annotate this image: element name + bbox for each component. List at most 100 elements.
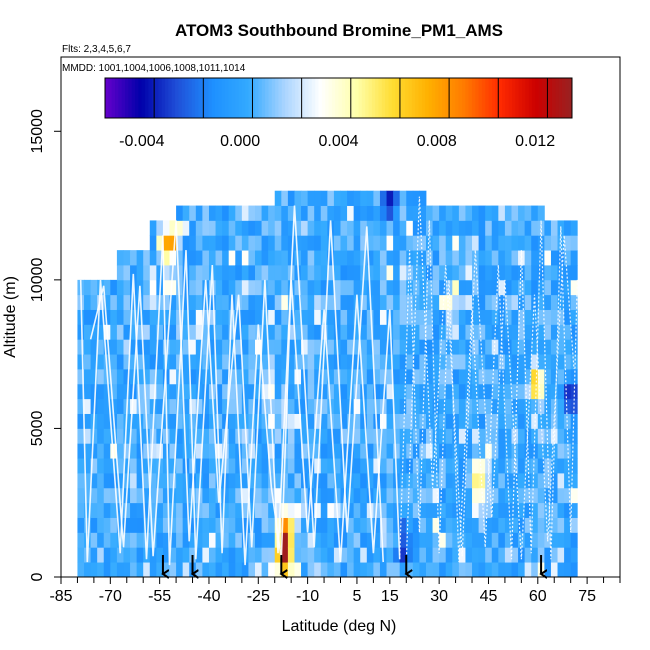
heatmap-cell (235, 383, 243, 400)
heatmap-cell (347, 339, 355, 355)
heatmap-cell (379, 324, 387, 340)
heatmap-cell (307, 279, 315, 296)
heatmap-cell (301, 562, 309, 577)
heatmap-cell (130, 428, 138, 444)
heatmap-cell (307, 369, 315, 385)
heatmap-cell (195, 413, 203, 429)
heatmap-cell (333, 398, 341, 414)
heatmap-cell (465, 413, 473, 429)
heatmap-cell (149, 458, 157, 474)
heatmap-cell (195, 443, 203, 459)
heatmap-cell (248, 517, 256, 533)
colorbar-tick-label: 0.008 (417, 133, 457, 150)
heatmap-cell (504, 532, 512, 548)
heatmap-cell (458, 250, 466, 266)
heatmap-cell (294, 458, 302, 474)
heatmap-cell (208, 309, 216, 325)
heatmap-cell (564, 309, 572, 325)
heatmap-cell (537, 279, 545, 296)
heatmap-cell (235, 279, 243, 296)
heatmap-cell (504, 562, 512, 577)
heatmap-cell (445, 235, 453, 251)
colorbar-frame (104, 77, 573, 119)
heatmap-cell (301, 532, 309, 548)
heatmap-cell (169, 473, 177, 489)
heatmap-cell (360, 235, 368, 251)
heatmap-cell (287, 294, 295, 310)
heatmap-cell (557, 339, 565, 355)
heatmap-cell (537, 369, 545, 385)
heatmap-cell (406, 220, 414, 236)
heatmap-cell (202, 235, 210, 251)
heatmap-cell (123, 502, 131, 518)
heatmap-cell (314, 250, 322, 266)
heatmap-cell (465, 369, 473, 385)
heatmap-cell (281, 250, 289, 266)
heatmap-cell (333, 250, 341, 266)
heatmap-cell (366, 413, 374, 429)
colorbar-segment (501, 78, 506, 118)
heatmap-cell (215, 324, 223, 340)
heatmap-cell (531, 265, 539, 281)
heatmap-cell (570, 369, 578, 385)
heatmap-cell (208, 294, 216, 310)
heatmap-cell (347, 413, 355, 429)
heatmap-cell (465, 339, 473, 355)
heatmap-cell (261, 294, 269, 310)
heatmap-cell (373, 250, 381, 266)
heatmap-cell (393, 428, 401, 444)
heatmap-cell (307, 502, 315, 518)
heatmap-cell (202, 502, 210, 518)
heatmap-cell (281, 220, 289, 236)
heatmap-cell (90, 369, 98, 385)
heatmap-cell (564, 235, 572, 251)
heatmap-cell (360, 220, 368, 236)
x-tick-label: -40 (197, 588, 220, 605)
heatmap-cell (268, 443, 276, 459)
heatmap-cell (333, 547, 341, 563)
heatmap-cell (136, 502, 144, 518)
heatmap-cell (169, 383, 177, 400)
heatmap-cell (215, 265, 223, 281)
heatmap-cell (393, 205, 401, 221)
heatmap-cell (294, 473, 302, 489)
heatmap-cell (564, 547, 572, 563)
heatmap-cell (360, 502, 368, 518)
heatmap-cell (465, 502, 473, 518)
heatmap-cell (531, 205, 539, 221)
heatmap-cell (314, 309, 322, 325)
heatmap-cell (432, 220, 440, 236)
heatmap-cell (222, 562, 230, 577)
heatmap-cell (518, 532, 526, 548)
heatmap-cell (77, 547, 85, 563)
heatmap-cell (412, 502, 420, 518)
heatmap-cell (294, 398, 302, 414)
heatmap-cell (550, 502, 558, 518)
heatmap-cell (393, 443, 401, 459)
heatmap-cell (472, 324, 480, 340)
colorbar-segment (525, 78, 530, 118)
heatmap-cell (274, 443, 282, 459)
heatmap-cell (235, 250, 243, 266)
heatmap-cell (268, 294, 276, 310)
heatmap-cell (333, 428, 341, 444)
heatmap-cell (189, 294, 197, 310)
heatmap-cell (419, 413, 427, 429)
heatmap-cell (110, 369, 118, 385)
heatmap-cell (182, 354, 190, 370)
heatmap-cell (268, 517, 276, 533)
heatmap-cell (116, 339, 124, 355)
colorbar-segment (128, 78, 133, 118)
heatmap-cell (110, 279, 118, 296)
heatmap-cell (472, 547, 480, 563)
heatmap-cell (379, 369, 387, 385)
heatmap-cell (84, 354, 91, 370)
heatmap-cell (491, 398, 499, 414)
heatmap-cell (445, 517, 453, 533)
heatmap-cell (452, 428, 460, 444)
colorbar-segment (558, 78, 563, 118)
heatmap-cell (169, 294, 177, 310)
heatmap-cell (189, 398, 197, 414)
heatmap-cell (406, 265, 414, 281)
colorbar-segment (145, 78, 149, 118)
